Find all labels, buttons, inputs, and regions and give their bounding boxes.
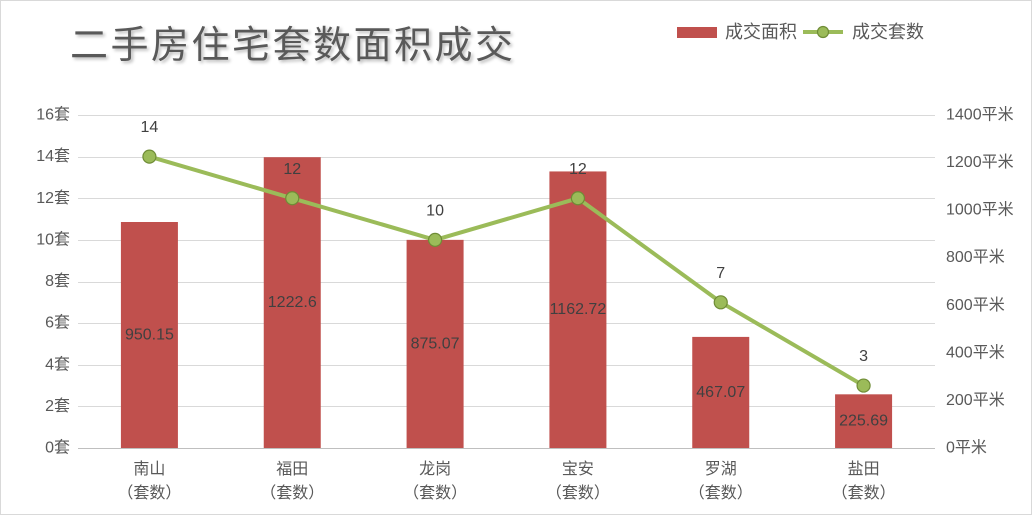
line-data-label: 14 bbox=[141, 119, 159, 136]
y-right-tick-label: 1400平米 bbox=[946, 106, 1014, 124]
y-right-tick-label: 600平米 bbox=[946, 296, 1005, 314]
y-right-tick-label: 800平米 bbox=[946, 248, 1005, 266]
y-right-tick-label: 1000平米 bbox=[946, 201, 1014, 219]
line-data-label: 3 bbox=[859, 348, 868, 365]
y-axis-right: 0平米 200平米 400平米 600平米 800平米 1000平米 1200平米 1400平… bbox=[946, 106, 1014, 457]
bar-data-label: 1222.6 bbox=[268, 294, 317, 311]
y-left-tick-label: 12套 bbox=[36, 189, 70, 207]
bar-data-label: 875.07 bbox=[411, 335, 460, 352]
y-right-tick-label: 400平米 bbox=[946, 343, 1005, 361]
series-line-count bbox=[147, 154, 866, 388]
bar-data-label: 950.15 bbox=[125, 327, 174, 344]
line-marker bbox=[427, 232, 443, 247]
bar-data-label: 467.07 bbox=[696, 384, 745, 401]
legend-swatch-count bbox=[803, 25, 843, 39]
y-right-tick-label: 0平米 bbox=[946, 439, 987, 457]
line-marker bbox=[570, 191, 586, 206]
line-marker bbox=[142, 149, 157, 164]
y-right-tick-label: 200平米 bbox=[946, 391, 1005, 409]
y-left-tick-label: 16套 bbox=[36, 106, 70, 124]
y-left-tick-label: 0套 bbox=[45, 439, 70, 457]
bar-data-labels: 950.15 1222.6 875.07 1162.72 467.07 225.69 bbox=[125, 294, 888, 430]
bar bbox=[120, 222, 178, 448]
line-data-label: 7 bbox=[716, 265, 725, 282]
line-marker bbox=[856, 378, 871, 393]
y-left-tick-label: 4套 bbox=[45, 355, 70, 373]
y-left-tick-label: 8套 bbox=[45, 272, 70, 290]
bar bbox=[692, 336, 750, 448]
y-left-tick-label: 14套 bbox=[36, 147, 70, 165]
legend-label-count: 成交套数 bbox=[852, 22, 924, 42]
y-right-tick-label: 1200平米 bbox=[946, 153, 1014, 171]
y-left-tick-label: 6套 bbox=[45, 314, 70, 332]
gridlines bbox=[78, 115, 935, 407]
bar-data-label: 1162.72 bbox=[550, 301, 607, 318]
line-data-label: 10 bbox=[426, 202, 444, 219]
line-markers bbox=[142, 149, 871, 393]
series-bars-area bbox=[120, 157, 893, 449]
y-left-tick-label: 10套 bbox=[36, 230, 70, 248]
legend: 成交面积 成交套数 bbox=[677, 20, 937, 46]
line-data-label: 12 bbox=[283, 161, 301, 178]
y-axis-left: 0套 2套 4套 6套 8套 10套 12套 14套 16套 bbox=[36, 106, 70, 457]
line-data-label: 12 bbox=[569, 161, 587, 178]
legend-label-area: 成交面积 bbox=[725, 22, 797, 42]
chart-title: 二手房住宅套数面积成交 bbox=[70, 23, 516, 67]
legend-marker-sample bbox=[816, 25, 830, 39]
bar bbox=[406, 239, 464, 448]
bar-data-label: 225.69 bbox=[839, 413, 888, 430]
bar bbox=[835, 394, 893, 448]
line-marker bbox=[285, 191, 300, 206]
line-marker bbox=[713, 295, 728, 310]
y-left-tick-label: 2套 bbox=[45, 397, 70, 415]
legend-swatch-area bbox=[677, 27, 717, 38]
line-data-labels: 14 12 10 12 7 3 bbox=[141, 119, 869, 365]
bar bbox=[549, 171, 607, 449]
